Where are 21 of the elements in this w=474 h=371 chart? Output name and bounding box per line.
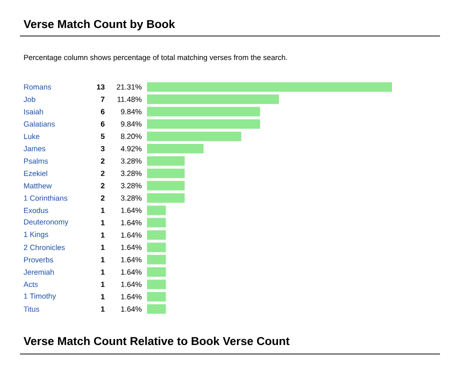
bar [147,180,185,190]
text: Verse Match Count Relative to Book Verse Count [24,336,290,346]
bar [147,132,242,142]
bar [147,119,260,129]
bar [147,218,166,228]
bar [147,254,166,264]
bar [147,156,185,166]
bar [147,280,166,290]
bar [147,144,204,154]
bar [147,242,166,252]
bar [147,292,166,302]
bar [147,82,392,92]
bar [147,304,166,314]
bar [147,106,260,116]
bar [147,193,185,203]
bar [147,206,166,216]
chart-title: Verse Match Count by Book [24,20,176,30]
bar [147,230,166,240]
bar [147,168,185,178]
bar [147,267,166,277]
bar [147,94,279,104]
